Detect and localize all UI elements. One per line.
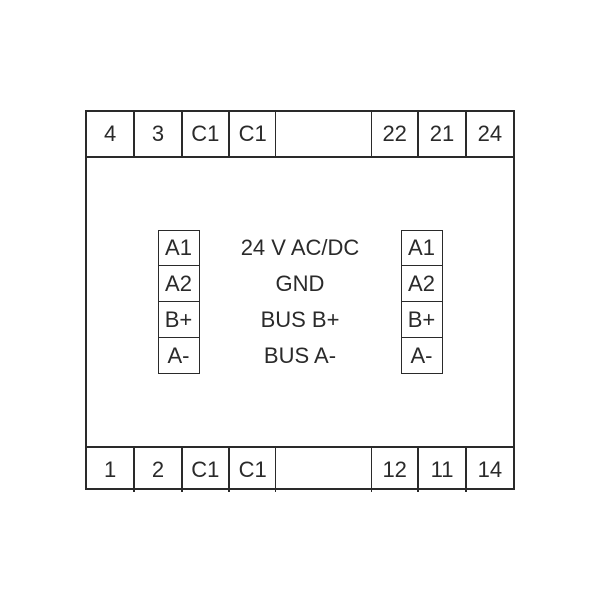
terminal-cell: 21 (418, 112, 465, 156)
center-label: BUS B+ (261, 307, 340, 333)
left-side-column: A1A2B+A- (158, 230, 200, 374)
terminal-cell: 14 (466, 448, 513, 492)
center-labels: 24 V AC/DC GND BUS B+ BUS A- (218, 230, 383, 374)
terminal-cell: 1 (87, 448, 134, 492)
side-terminal-cell: A1 (401, 230, 443, 266)
terminal-cell (324, 448, 371, 492)
right-side-column: A1A2B+A- (401, 230, 443, 374)
terminal-cell: 12 (371, 448, 418, 492)
terminal-cell (276, 112, 323, 156)
side-terminal-cell: A2 (401, 266, 443, 302)
center-label: 24 V AC/DC (241, 235, 360, 261)
terminal-cell: 24 (466, 112, 513, 156)
side-terminal-cell: B+ (401, 302, 443, 338)
side-terminal-cell: A1 (158, 230, 200, 266)
terminal-cell: 2 (134, 448, 181, 492)
terminal-cell: C1 (182, 448, 229, 492)
side-terminal-cell: A2 (158, 266, 200, 302)
terminal-module-diagram: 43C1C1222124 A1A2B+A- 24 V AC/DCGNDBUS B… (85, 110, 515, 490)
terminal-cell: 4 (87, 112, 134, 156)
center-label: BUS A- (264, 343, 336, 369)
terminal-cell (324, 112, 371, 156)
terminal-cell: 22 (371, 112, 418, 156)
top-terminal-row: 43C1C1222124 (87, 112, 513, 158)
terminal-cell: 11 (418, 448, 465, 492)
side-terminal-cell: B+ (158, 302, 200, 338)
terminal-cell: C1 (182, 112, 229, 156)
terminal-cell (276, 448, 323, 492)
center-area: A1A2B+A- 24 V AC/DCGNDBUS B+BUS A- A1A2B… (87, 158, 513, 446)
terminal-cell: 3 (134, 112, 181, 156)
bottom-terminal-row: 12C1C1121114 (87, 446, 513, 492)
side-terminal-cell: A- (401, 338, 443, 374)
terminal-cell: C1 (229, 448, 276, 492)
center-label: GND (276, 271, 325, 297)
side-terminal-cell: A- (158, 338, 200, 374)
terminal-cell: C1 (229, 112, 276, 156)
